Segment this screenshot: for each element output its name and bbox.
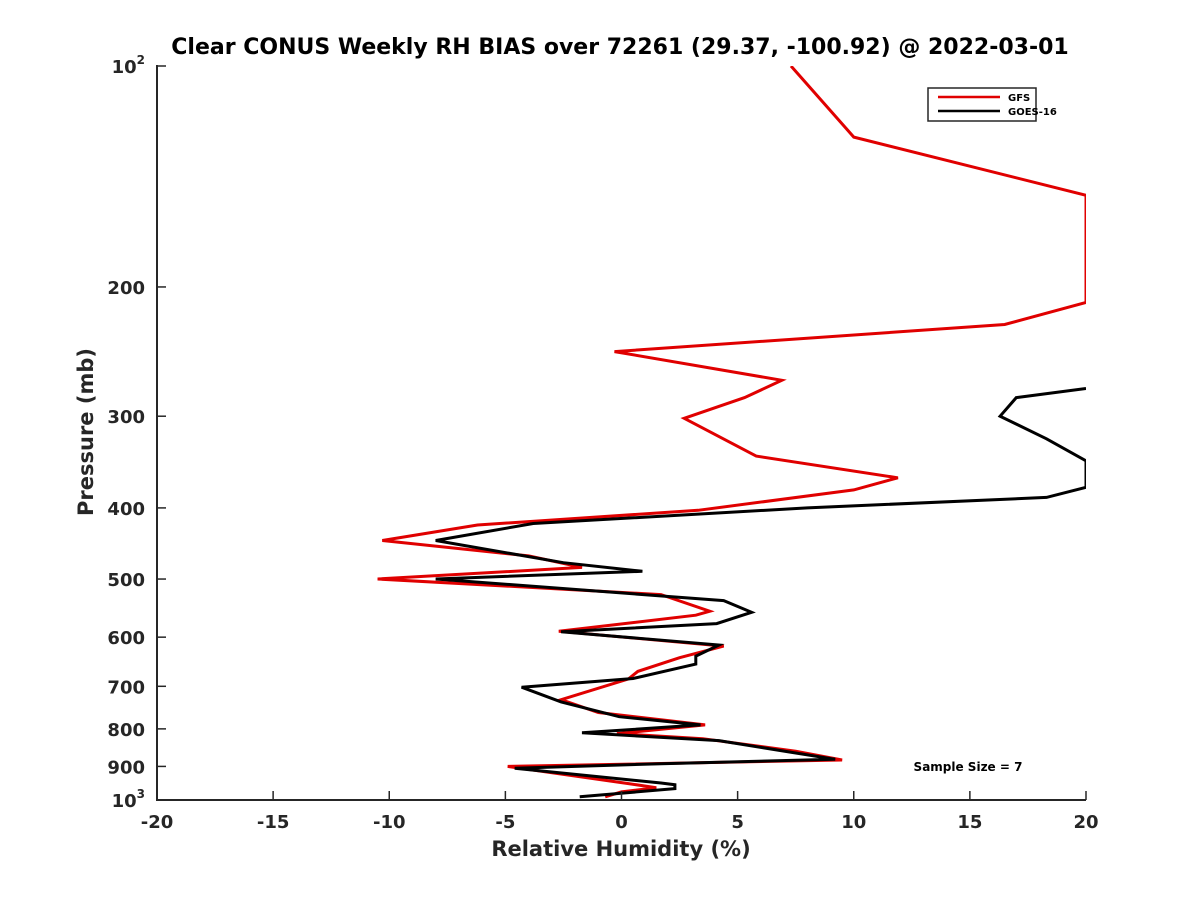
y-tick-label: 103 [112, 787, 145, 812]
y-tick-label: 300 [107, 407, 145, 428]
y-tick-label: 700 [107, 677, 145, 698]
y-tick-label: 800 [107, 720, 145, 741]
series-layer [377, 66, 1086, 799]
y-tick-label: 102 [112, 53, 145, 78]
y-axis-ticks: 102 200 300 400 500 600 700 800 900 103 [107, 53, 166, 812]
axes-layer [156, 65, 1086, 801]
y-tick-label: 500 [107, 570, 145, 591]
legend-box [927, 87, 1037, 122]
y-tick-label: 900 [107, 757, 145, 778]
series-line-gfs [377, 66, 1086, 799]
x-tick-label: 5 [731, 812, 744, 833]
x-tick-label: 0 [615, 812, 628, 833]
legend: GFS GOES-16 [927, 87, 1057, 122]
x-tick-label: 10 [841, 812, 866, 833]
series-line-goes-16 [435, 387, 1086, 799]
x-axis-label: Relative Humidity (%) [491, 837, 750, 861]
x-tick-label: 20 [1073, 812, 1098, 833]
x-tick-label: 15 [957, 812, 982, 833]
x-axis-ticks: -20 -15 -10 -5 0 5 10 15 20 [141, 791, 1099, 833]
x-tick-label: -15 [257, 812, 290, 833]
y-axis-label: Pressure (mb) [74, 348, 98, 516]
y-tick-label: 600 [107, 628, 145, 649]
legend-label: GFS [1008, 93, 1030, 104]
y-tick-label: 400 [107, 499, 145, 520]
x-tick-label: -10 [373, 812, 406, 833]
y-tick-label: 200 [107, 278, 145, 299]
x-tick-label: -5 [495, 812, 515, 833]
x-tick-label: -20 [141, 812, 174, 833]
sample-size-annotation: Sample Size = 7 [914, 760, 1023, 774]
legend-label: GOES-16 [1008, 107, 1057, 118]
chart-title: Clear CONUS Weekly RH BIAS over 72261 (2… [171, 35, 1068, 60]
